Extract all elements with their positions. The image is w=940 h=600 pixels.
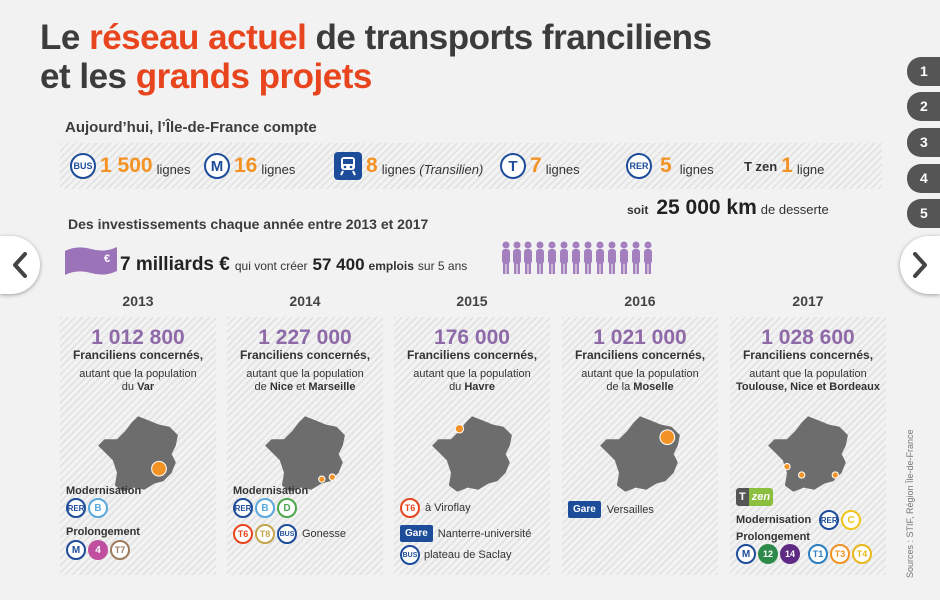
train-icon — [334, 152, 362, 180]
stats-band — [60, 143, 882, 189]
metro-icon: M — [204, 153, 230, 179]
metro-14-icon: 14 — [780, 544, 800, 564]
tab-3[interactable]: 3 — [907, 128, 940, 157]
metro-4-icon: 4 — [88, 540, 108, 560]
rer-icon: RER — [66, 498, 86, 518]
rer-d-icon: D — [277, 498, 297, 518]
metro-icon: M — [736, 544, 756, 564]
year-2016: 2016 — [624, 293, 656, 309]
rer-icon: RER — [626, 153, 652, 179]
invest-line: 7 milliards € qui vont créer 57 400 empl… — [120, 254, 468, 275]
tzen-icon: T zen — [744, 158, 778, 174]
sources-note: Sources : STIF, Région Île-de-France — [905, 429, 915, 578]
rer-b-icon: B — [88, 498, 108, 518]
desserte: soit 25 000 km de desserte — [627, 196, 829, 219]
banknote-icon: € — [65, 247, 117, 275]
tram-t4-icon: T4 — [852, 544, 872, 564]
bus-icon: BUS — [277, 524, 297, 544]
stat-tzen: T zen 1 ligne — [744, 154, 825, 177]
subhead-today: Aujourd’hui, l’Île-de-France compte — [65, 119, 317, 136]
tab-4[interactable]: 4 — [907, 164, 940, 193]
stat-rer: RER 5 lignes — [626, 151, 714, 181]
year-2015: 2015 — [456, 293, 488, 309]
gare-icon: Gare — [400, 525, 433, 542]
year-2013: 2013 — [122, 293, 154, 309]
france-map — [98, 416, 178, 492]
tram-t7-icon: T7 — [110, 540, 130, 560]
tram-t8-icon: T8 — [255, 524, 275, 544]
stat-train: 8 lignes (Transilien) — [334, 151, 483, 181]
rer-icon: RER — [819, 510, 840, 530]
stat-bus: BUS 1 500 lignes — [70, 151, 191, 181]
france-map — [265, 416, 345, 492]
rer-b-icon: B — [255, 498, 275, 518]
tab-1[interactable]: 1 — [907, 57, 940, 86]
stat-metro: M 16 lignes — [204, 151, 295, 181]
france-map — [768, 416, 848, 492]
stat-tram: T 7 lignes — [500, 151, 580, 181]
tab-5[interactable]: 5 — [907, 199, 940, 228]
card-2017: 1 028 600 Franciliens concernés, autant … — [730, 317, 886, 575]
france-map — [432, 416, 512, 492]
chevron-left-icon — [13, 252, 27, 278]
card-2014: 1 227 000 Franciliens concernés, autant … — [227, 317, 383, 575]
metro-12-icon: 12 — [758, 544, 778, 564]
metro-icon: M — [66, 540, 86, 560]
people-icon — [502, 241, 652, 274]
chevron-right-icon — [913, 252, 927, 278]
subhead-invest: Des investissements chaque année entre 2… — [68, 216, 429, 232]
bus-icon: BUS — [70, 153, 96, 179]
prev-button[interactable] — [0, 236, 40, 294]
card-2015: 176 000 Franciliens concernés, autant qu… — [394, 317, 550, 575]
card-2016: 1 021 000 Franciliens concernés, autant … — [562, 317, 718, 575]
rer-icon: RER — [233, 498, 253, 518]
year-2017: 2017 — [792, 293, 824, 309]
bus-icon: BUS — [400, 545, 420, 565]
page-title: Le réseau actuel de transports francilie… — [40, 18, 712, 96]
card-2013: 1 012 800 Franciliens concernés, autant … — [60, 317, 216, 575]
tram-t6-icon: T6 — [400, 498, 420, 518]
tram-t6-icon: T6 — [233, 524, 253, 544]
svg-text:€: € — [104, 253, 110, 265]
year-2014: 2014 — [289, 293, 321, 309]
gare-icon: Gare — [568, 501, 601, 518]
tram-t3-icon: T3 — [830, 544, 850, 564]
tab-2[interactable]: 2 — [907, 92, 940, 121]
tram-icon: T — [500, 153, 526, 179]
rer-c-icon: C — [841, 510, 862, 530]
next-button[interactable] — [900, 236, 940, 294]
tram-t1-icon: T1 — [808, 544, 828, 564]
france-map — [600, 416, 680, 492]
